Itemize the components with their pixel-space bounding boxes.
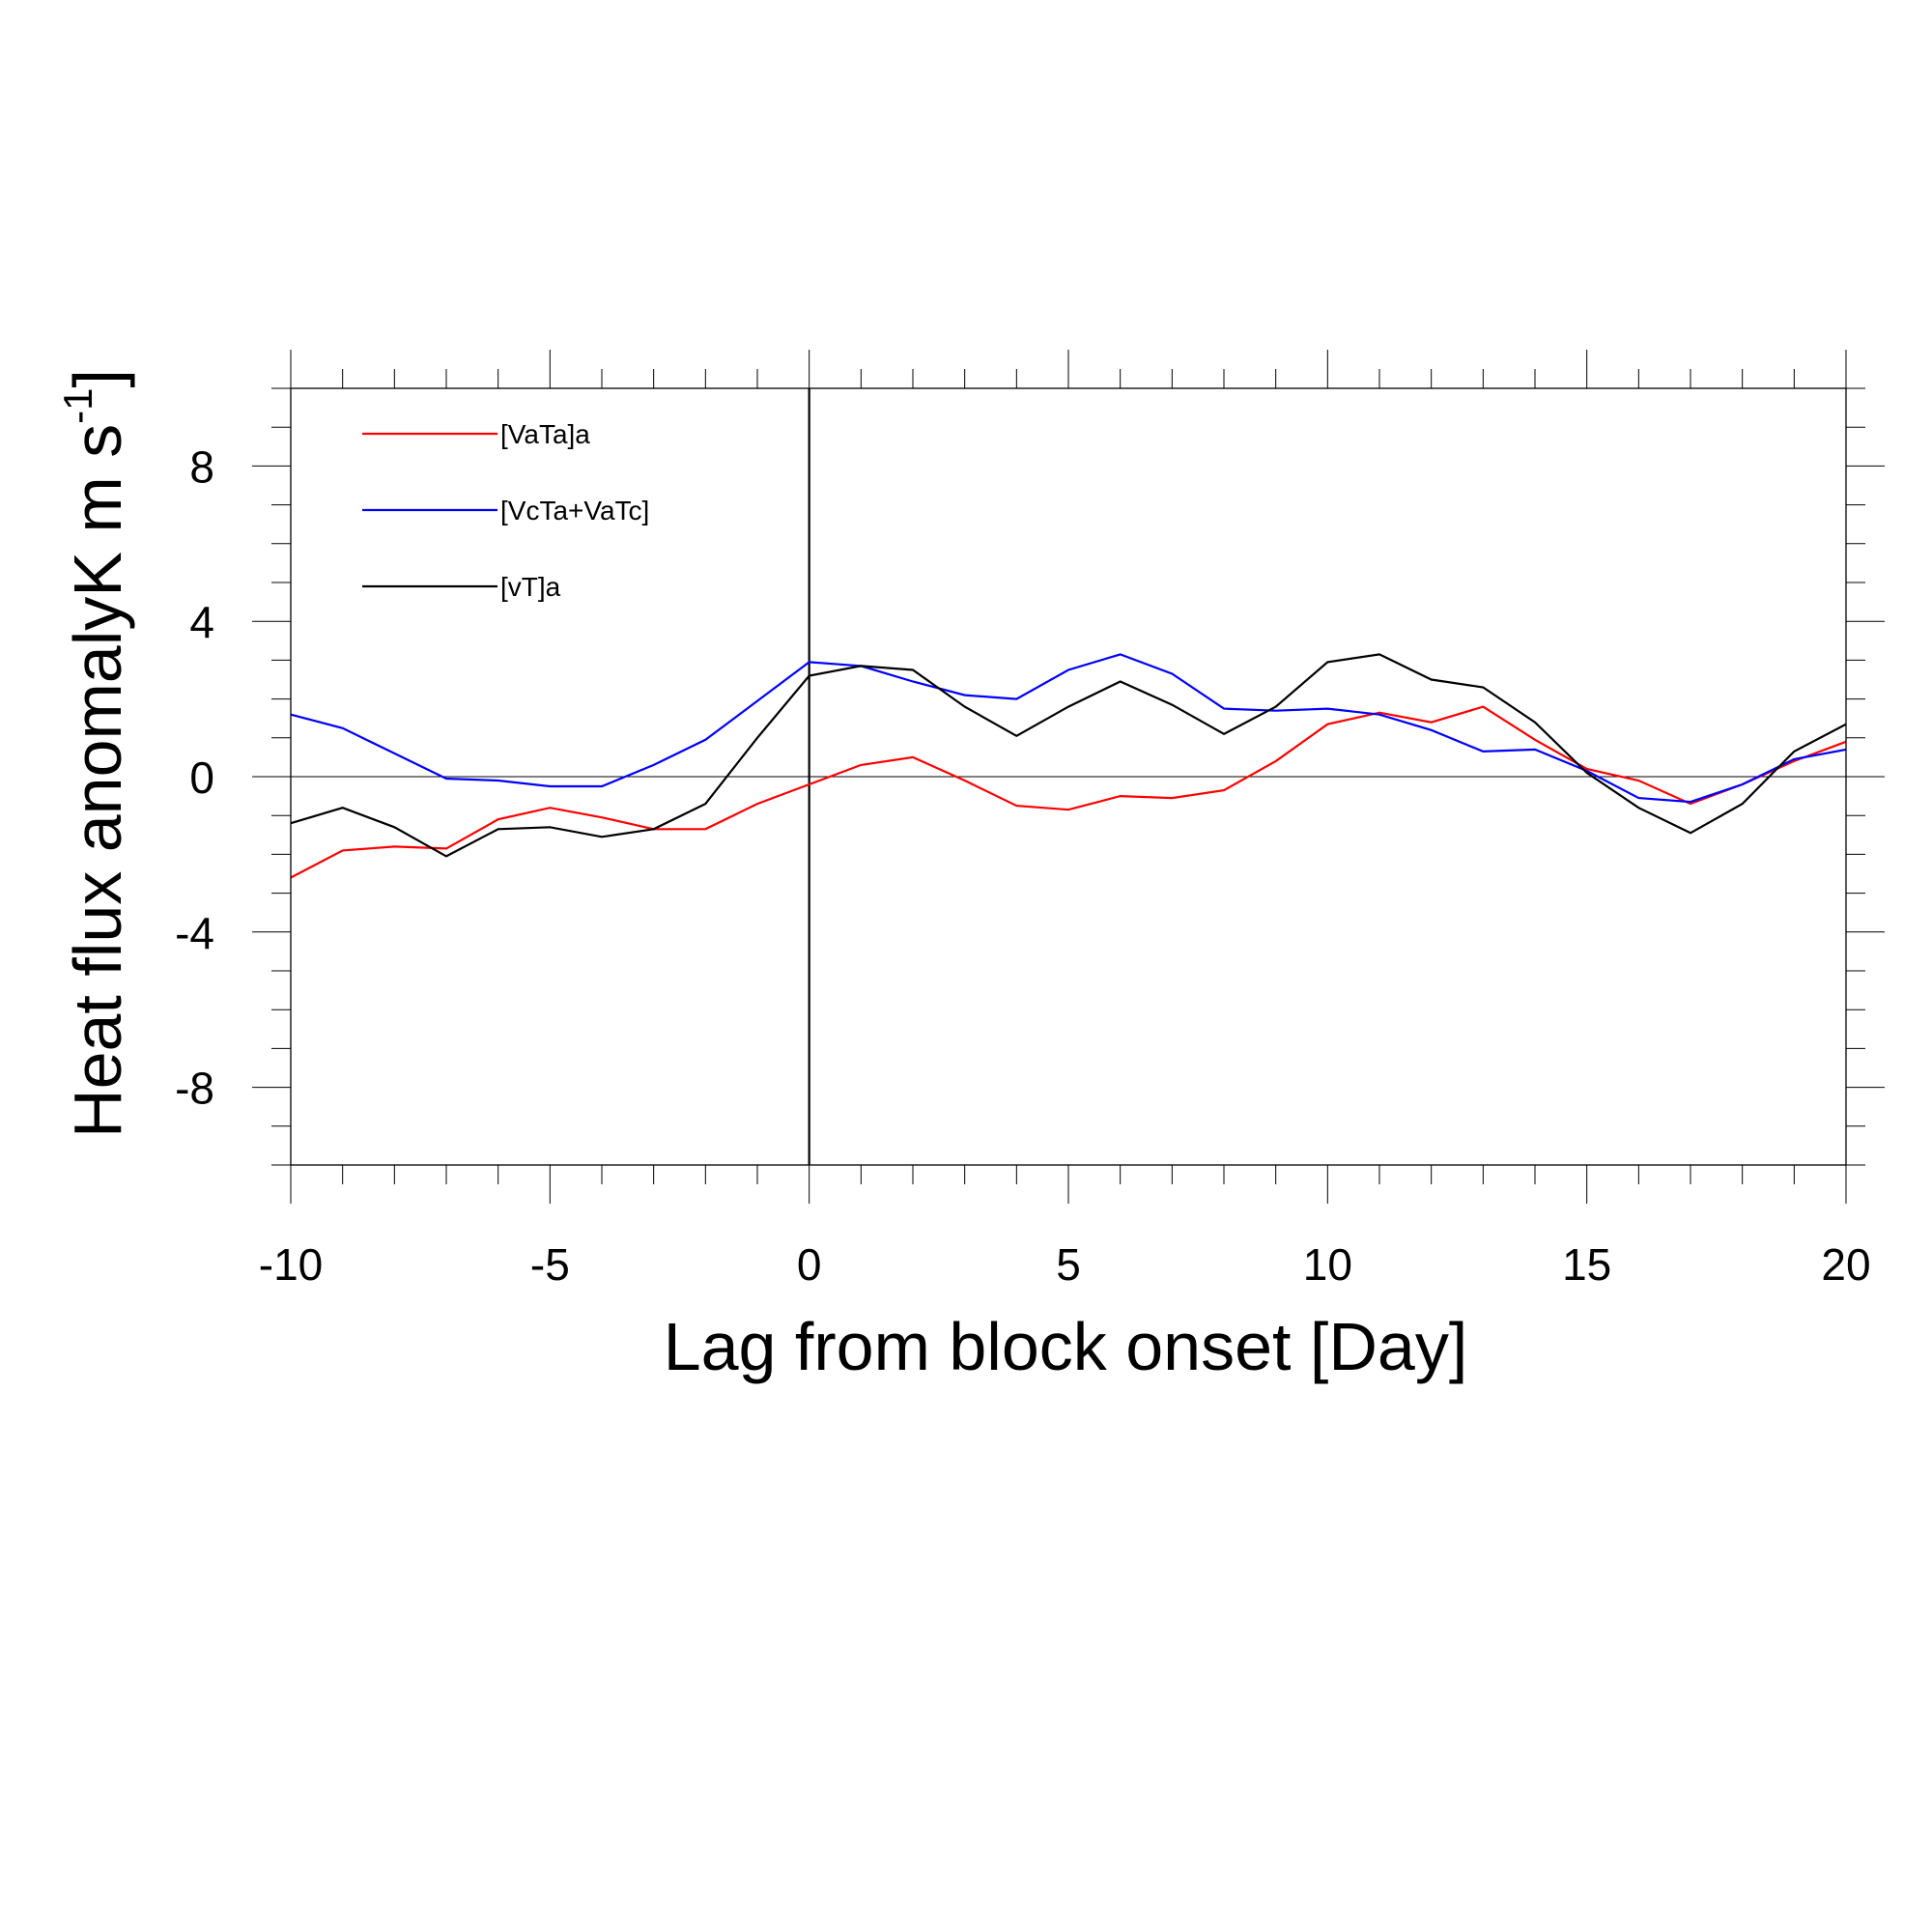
- y-axis-label-close: ]: [60, 369, 135, 387]
- x-tick-label: 20: [1821, 1239, 1870, 1290]
- x-tick-label: -10: [259, 1239, 323, 1290]
- x-tick-label: -5: [530, 1239, 570, 1290]
- axis-ticks: [252, 350, 1885, 1204]
- x-tick-label: 5: [1056, 1239, 1081, 1290]
- x-tick-label: 0: [797, 1239, 822, 1290]
- x-tick-label: 10: [1303, 1239, 1352, 1290]
- series-line-1: [290, 705, 1847, 879]
- legend-label-1: [VaTa]a: [500, 419, 590, 449]
- plot-frame: [290, 387, 1847, 1166]
- series-line-3: [290, 653, 1847, 858]
- legend-label-2: [VcTa+VaTc]: [500, 496, 649, 526]
- y-axis-label: Heat flux anomalyK m s-1]: [55, 369, 135, 1138]
- series-lines: [290, 653, 1847, 879]
- y-tick-labels: 8 4 0 -4 -8: [175, 441, 214, 1113]
- x-axis-label: Lag from block onset [Day]: [664, 1309, 1468, 1384]
- y-tick-label: -8: [175, 1064, 214, 1114]
- y-tick-label: 4: [189, 597, 214, 647]
- y-axis-label-main: Heat flux anomalyK m s: [60, 424, 135, 1138]
- legend-label-3: [vT]a: [500, 572, 561, 602]
- y-tick-label: 8: [189, 441, 214, 492]
- y-tick-label: -4: [175, 908, 214, 958]
- series-line-2: [290, 653, 1847, 804]
- y-axis-label-superscript: -1: [55, 387, 100, 423]
- y-tick-label: 0: [189, 753, 214, 803]
- x-tick-labels: -10 -5 0 5 10 15 20: [259, 1239, 1871, 1290]
- legend: [VaTa]a [VcTa+VaTc] [vT]a: [362, 419, 649, 602]
- x-tick-label: 15: [1562, 1239, 1611, 1290]
- reference-lines: [291, 388, 1846, 1165]
